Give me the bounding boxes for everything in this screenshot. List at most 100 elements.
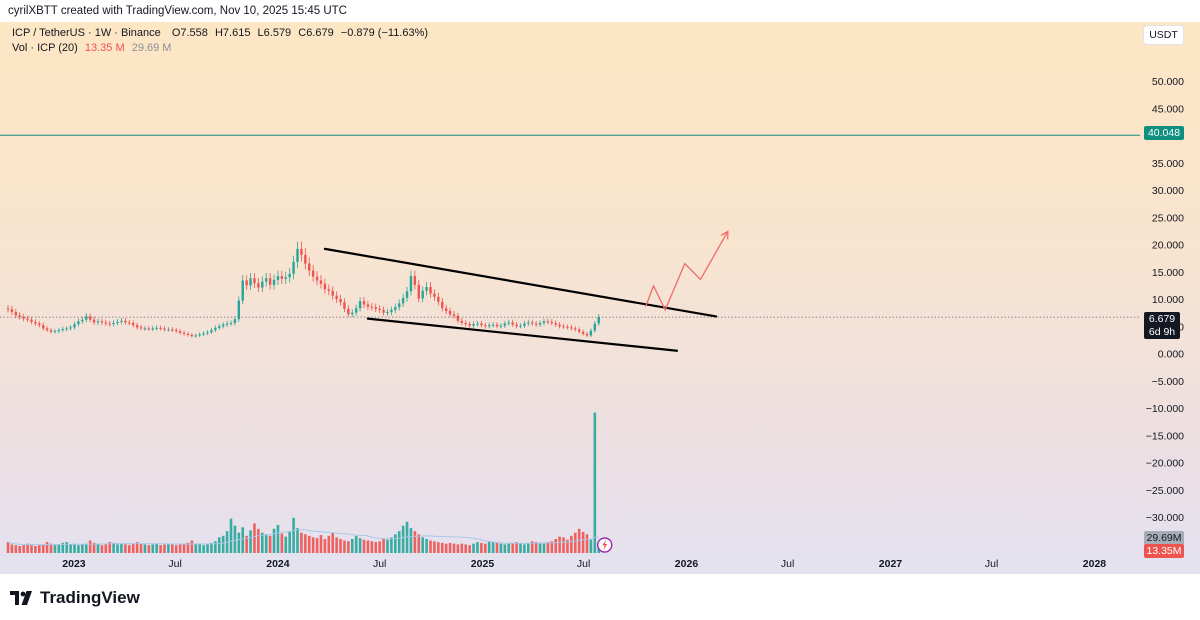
symbol-row: ICP / TetherUS · 1W · Binance O7.558 H7.… [12,26,428,41]
volume-bar [186,542,190,553]
volume-bar [214,541,217,553]
volume-bar [491,542,495,553]
volume-bar [206,543,209,553]
attribution-text: cyrilXBTT created with TradingView.com, … [8,5,347,17]
candle-body [182,332,186,334]
volume-bar [448,542,452,553]
candle-body [531,322,534,324]
volume-bar [397,531,401,553]
volume-bar [217,537,221,553]
price-chart[interactable]: 50.00045.00040.00035.00030.00025.00020.0… [0,22,1200,574]
volume-bar [104,543,108,553]
candle-body [272,279,276,285]
volume-bar [562,537,565,553]
volume-bar [249,530,252,553]
volume-bar [174,545,178,553]
top-bar: cyrilXBTT created with TradingView.com, … [0,0,1200,22]
volume-bar [417,534,421,553]
chart-area[interactable]: 50.00045.00040.00035.00030.00025.00020.0… [0,22,1200,574]
volume-bar [573,532,577,553]
volume-bar [480,542,483,553]
price-tick-label: −15.000 [1146,430,1184,442]
price-axis[interactable]: 50.00045.00040.00035.00030.00025.00020.0… [1146,76,1184,524]
candle-body [163,328,166,330]
tradingview-logo[interactable]: TradingView [10,588,140,608]
price-tick-label: −5.000 [1152,376,1185,388]
volume-bar [57,544,61,553]
annotations [0,134,1140,553]
candle-body [464,322,467,325]
candle-body [288,273,291,278]
volume-bar [284,536,288,553]
high-value: H7.615 [214,27,251,39]
volume-bar [507,543,511,553]
volume-bar [253,523,256,553]
candle-body [405,291,409,298]
candle-body [261,281,264,288]
volume-bar [331,532,335,553]
time-tick-label: Jul [168,558,181,570]
candle-body [538,322,542,325]
volume-bar [159,545,162,553]
volume-bar [139,543,143,553]
volume-bar [452,543,456,553]
time-tick-label: 2025 [471,558,495,570]
volume-bar [53,545,57,553]
volume-bar [534,542,538,553]
candle-body [366,304,370,307]
volume-bar [127,545,131,553]
volume-bar [527,542,530,553]
volume-bar [65,542,68,553]
volume-bar [343,540,346,553]
volume-current-value: 13.35 M [84,42,125,54]
candle-body [394,307,397,310]
candle-body [198,334,201,336]
candle-body [14,312,18,316]
projection-arrowhead [720,230,729,240]
candle-body [218,326,221,328]
time-tick-label: Jul [985,558,998,570]
volume-bar [49,543,53,553]
candle-body [81,319,84,322]
volume-bar [124,544,127,553]
volume-bar [264,534,268,553]
volume-bar [390,537,393,553]
change-value: −0.879 (−11.63%) [340,27,429,39]
volume-bar [523,544,526,553]
upper-trendline [323,247,718,318]
volume-bar [73,543,76,553]
candle-body [253,278,256,284]
volume-bar [190,540,194,553]
candle-body [370,306,374,308]
volume-bar [143,544,147,553]
candle-body [159,327,162,329]
candle-body [558,324,561,327]
price-tick-label: −25.000 [1146,485,1184,497]
candle-body [398,303,401,308]
candle-body [354,308,358,313]
candle-body [276,276,280,280]
volume-bar [182,544,186,553]
volume-bar [14,545,18,553]
candle-body [124,320,127,323]
volume-indicator-label[interactable]: Vol · ICP (20) [12,42,78,54]
volume-bar [280,533,284,553]
candle-body [382,309,385,313]
candle-body [589,330,593,336]
candle-body [374,307,377,309]
volume-bar [10,544,14,553]
candle-body [112,322,115,325]
candle-body [315,276,319,281]
time-tick-label: Jul [781,558,794,570]
chart-legend: ICP / TetherUS · 1W · Binance O7.558 H7.… [12,26,428,56]
volume-bar [84,543,88,553]
candle-body [155,327,158,329]
candle-body [88,316,92,320]
volume-bar [456,544,460,553]
symbol-title[interactable]: ICP / TetherUS · 1W · Binance [12,27,161,39]
candle-body [546,321,550,323]
time-axis[interactable]: 2023 Jul 2024 Jul 2025 Jul 2026 Jul 2027 Jul 2028 [62,558,1106,570]
candle-body [413,276,417,285]
currency-label[interactable]: USDT [1144,26,1183,44]
candle-body [42,325,45,329]
